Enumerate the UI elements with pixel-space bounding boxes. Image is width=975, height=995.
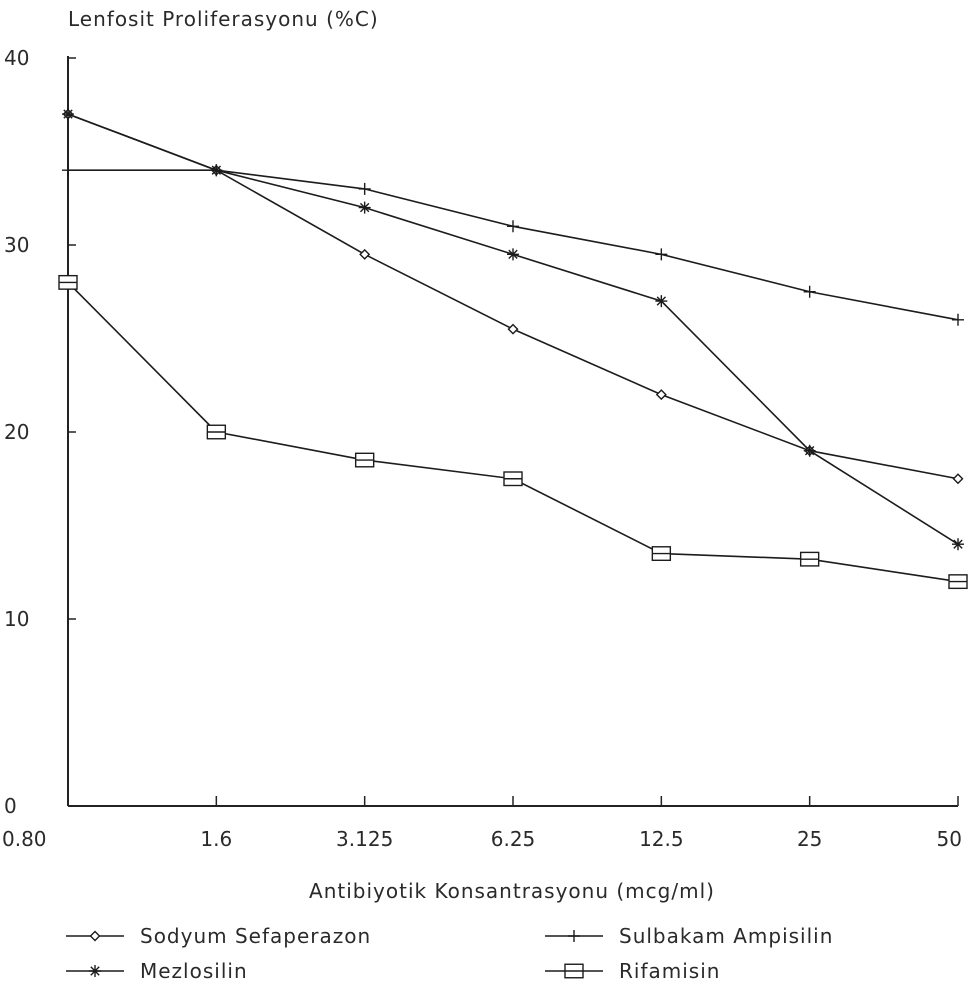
legend-item: Rifamisin xyxy=(545,959,720,983)
data-point xyxy=(206,424,227,440)
data-point xyxy=(952,473,964,485)
series-line xyxy=(67,113,959,480)
data-point xyxy=(803,444,816,457)
data-point xyxy=(62,108,74,121)
data-point xyxy=(507,220,519,233)
data-point xyxy=(354,452,375,468)
legend-label: Rifamisin xyxy=(619,959,720,983)
y-axis-title: Lenfosit Proliferasyonu (%C) xyxy=(68,7,379,31)
series-line xyxy=(68,169,959,321)
data-point xyxy=(655,389,667,401)
legend-label: Mezlosilin xyxy=(140,959,248,983)
x-tick-label: 0.80 xyxy=(2,827,47,851)
series-sodyum-sefaperazon xyxy=(62,108,964,485)
y-axis-ticks: 0 10 20 30 40 xyxy=(4,46,76,818)
data-point xyxy=(952,538,964,551)
data-point xyxy=(358,201,371,214)
x-tick-label: 12.5 xyxy=(639,827,684,851)
data-point xyxy=(58,274,78,290)
data-point xyxy=(89,965,101,977)
x-tick-label: 3.125 xyxy=(336,827,393,851)
y-tick-label: 40 xyxy=(4,46,29,70)
data-point xyxy=(507,323,519,335)
data-point xyxy=(655,295,668,308)
legend-item: Sulbakam Ampisilin xyxy=(545,924,833,948)
legend-item: Sodyum Sefaperazon xyxy=(66,924,371,948)
series-group xyxy=(58,108,968,590)
series-sulbakam-ampisilin xyxy=(62,164,964,326)
axes xyxy=(67,56,958,807)
x-tick-label: 6.25 xyxy=(491,827,536,851)
data-point xyxy=(948,574,968,590)
data-point xyxy=(507,248,519,261)
x-axis-title: Antibiyotik Konsantrasyonu (mcg/ml) xyxy=(309,879,715,903)
data-point xyxy=(952,313,964,326)
data-point xyxy=(799,551,820,567)
x-tick-label: 1.6 xyxy=(200,827,232,851)
data-point xyxy=(358,182,371,195)
data-point xyxy=(62,164,74,177)
data-point xyxy=(564,963,584,979)
data-point xyxy=(359,248,371,260)
data-point xyxy=(210,164,223,177)
series-mezlosilin xyxy=(62,108,964,551)
y-tick-label: 30 xyxy=(4,233,29,257)
series-rifamisin xyxy=(58,274,968,590)
legend-label: Sulbakam Ampisilin xyxy=(619,924,833,948)
y-tick-label: 10 xyxy=(4,607,29,631)
legend-label: Sodyum Sefaperazon xyxy=(140,924,371,948)
x-axis-ticks: 0.80 1.6 3.125 6.25 12.5 25 50 xyxy=(2,796,962,851)
legend: Sodyum Sefaperazon Sulbakam Ampisilin Mezl… xyxy=(66,924,833,983)
x-tick-label: 25 xyxy=(797,827,822,851)
data-point xyxy=(503,471,523,487)
data-point xyxy=(651,546,672,561)
y-tick-label: 0 xyxy=(4,794,17,818)
data-point xyxy=(655,248,668,261)
data-point xyxy=(803,285,816,298)
y-tick-label: 20 xyxy=(4,420,29,444)
data-point xyxy=(568,930,580,942)
legend-item: Mezlosilin xyxy=(66,959,248,983)
data-point xyxy=(89,930,101,942)
x-tick-label: 50 xyxy=(937,827,962,851)
